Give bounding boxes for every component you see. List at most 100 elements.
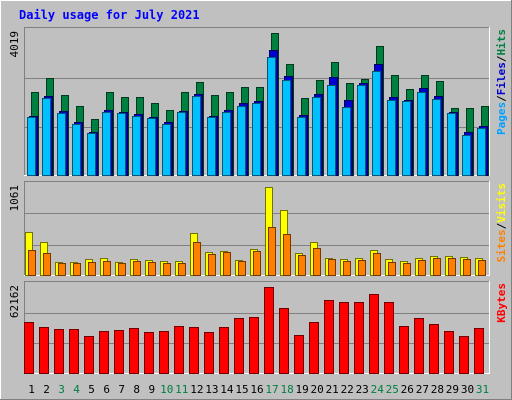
legend-part: Visits	[495, 183, 508, 223]
bar-kbytes-day-27	[414, 318, 424, 374]
x-tick-label: 27	[416, 383, 429, 396]
x-axis-day-labels: 1 2 3 4 5 6 7 8 9 10 11 12 13 14 15 16 17 18 19 20 21 22 23 24 2…	[28, 383, 489, 396]
bar-kbytes-day-20	[309, 322, 319, 374]
bar-pages-day-10	[162, 124, 171, 176]
panel-kbytes: 62162 KBytes	[8, 281, 508, 374]
bar-pages-day-6	[102, 112, 111, 176]
bar-kbytes-day-28	[429, 324, 439, 374]
bar-sites-day-25	[388, 262, 396, 276]
bar-kbytes-day-23	[354, 302, 364, 374]
x-tick-label: 30	[461, 383, 474, 396]
legend-part: /	[495, 55, 508, 62]
bar-sites-day-19	[298, 255, 306, 276]
bar-pages-day-3	[57, 113, 66, 176]
x-tick-label: 15	[235, 383, 248, 396]
bar-pages-day-5	[87, 133, 96, 176]
bar-kbytes-day-31	[474, 328, 484, 374]
x-tick-label: 24	[371, 383, 385, 396]
x-tick-label: 17	[265, 383, 278, 396]
x-tick-label: 8	[133, 383, 140, 396]
series-kbytes	[24, 287, 484, 374]
bar-sites-day-30	[463, 259, 471, 276]
bar-sites-day-18	[283, 234, 291, 276]
bar-kbytes-day-18	[279, 308, 289, 374]
bar-kbytes-day-10	[159, 331, 169, 374]
x-tick-label: 20	[310, 383, 323, 396]
bar-sites-day-10	[163, 263, 171, 276]
x-tick-label: 18	[280, 383, 293, 396]
bar-kbytes-day-4	[69, 329, 79, 374]
legend-part: Files	[495, 62, 508, 95]
bar-kbytes-day-13	[204, 332, 214, 374]
bar-kbytes-day-25	[384, 302, 394, 374]
x-tick-label: 9	[148, 383, 155, 396]
bar-pages-day-9	[147, 118, 156, 176]
x-tick-label: 6	[103, 383, 110, 396]
bar-sites-day-21	[328, 259, 336, 276]
x-tick-label: 13	[205, 383, 218, 396]
x-tick-label: 29	[446, 383, 459, 396]
bar-sites-day-4	[73, 263, 81, 276]
bar-pages-day-2	[42, 98, 51, 176]
bar-kbytes-day-3	[54, 329, 64, 374]
bar-kbytes-day-9	[144, 332, 154, 374]
bar-kbytes-day-16	[249, 317, 259, 374]
x-tick-label: 21	[326, 383, 339, 396]
bar-pages-day-22	[342, 107, 351, 176]
x-tick-label: 5	[88, 383, 95, 396]
x-tick-label: 28	[431, 383, 444, 396]
bar-pages-day-30	[462, 135, 471, 176]
bar-kbytes-day-2	[39, 327, 49, 374]
bar-pages-day-12	[192, 96, 201, 176]
bar-sites-day-23	[358, 260, 366, 276]
bar-sites-day-29	[448, 258, 456, 276]
bar-kbytes-day-19	[294, 335, 304, 374]
bar-sites-day-2	[43, 253, 51, 276]
bar-sites-day-16	[253, 251, 261, 276]
bar-kbytes-day-8	[129, 328, 139, 374]
bar-kbytes-day-29	[444, 331, 454, 374]
bar-kbytes-day-7	[114, 330, 124, 374]
bar-pages-day-20	[312, 97, 321, 176]
legend-part: /	[495, 95, 508, 102]
bar-pages-day-4	[72, 124, 81, 176]
bar-kbytes-day-5	[84, 336, 94, 374]
x-tick-label: 14	[220, 383, 234, 396]
series-legend-hits: Pages/Files/Hits	[495, 29, 508, 135]
bar-pages-day-26	[402, 101, 411, 176]
x-tick-label: 12	[190, 383, 203, 396]
bar-sites-day-6	[103, 261, 111, 276]
bar-pages-day-8	[132, 116, 141, 176]
bar-sites-day-27	[418, 260, 426, 276]
bar-pages-day-25	[387, 100, 396, 176]
x-tick-label: 4	[73, 383, 80, 396]
x-tick-label: 2	[43, 383, 50, 396]
x-tick-label: 22	[341, 383, 354, 396]
bar-kbytes-day-12	[189, 327, 199, 374]
bar-kbytes-day-24	[369, 294, 379, 374]
x-tick-label: 16	[250, 383, 263, 396]
bar-kbytes-day-30	[459, 336, 469, 374]
bar-sites-day-20	[313, 248, 321, 276]
legend-part: KBytes	[495, 283, 508, 323]
series-sites	[28, 227, 486, 276]
bar-pages-day-7	[117, 113, 126, 176]
x-tick-label: 10	[160, 383, 173, 396]
bar-pages-day-18	[282, 80, 291, 176]
bar-sites-day-28	[433, 258, 441, 276]
chart-panels: 4019Pages/Files/Hits1061Sites/Visits6216…	[8, 27, 508, 374]
bar-kbytes-day-15	[234, 318, 244, 374]
bar-sites-day-12	[193, 242, 201, 276]
bar-sites-day-5	[88, 262, 96, 276]
x-tick-label: 1	[28, 383, 35, 396]
bar-pages-day-15	[237, 106, 246, 176]
y-max-label-visits: 1061	[8, 185, 21, 212]
bar-sites-day-8	[133, 261, 141, 276]
x-tick-label: 11	[175, 383, 188, 396]
bar-kbytes-day-6	[99, 331, 109, 374]
x-tick-label: 23	[356, 383, 369, 396]
x-tick-label: 31	[476, 383, 489, 396]
bar-sites-day-11	[178, 263, 186, 276]
